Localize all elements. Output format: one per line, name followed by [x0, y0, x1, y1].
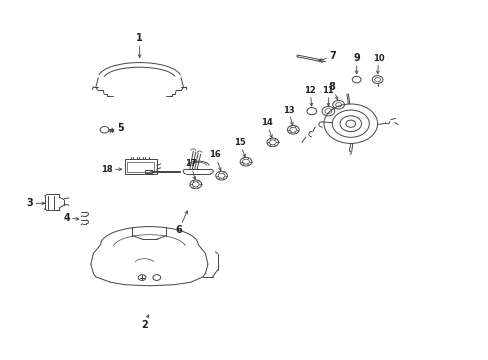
Text: 7: 7	[318, 51, 335, 61]
Text: 8: 8	[328, 82, 337, 100]
Bar	[144, 170, 152, 173]
Text: 18: 18	[101, 165, 122, 174]
Text: 14: 14	[260, 118, 272, 138]
Text: 11: 11	[322, 86, 334, 106]
Text: 13: 13	[282, 105, 294, 125]
Text: 4: 4	[63, 213, 79, 222]
Text: 2: 2	[141, 315, 148, 330]
Text: 12: 12	[304, 86, 316, 106]
Text: 9: 9	[352, 53, 359, 74]
Text: 17: 17	[184, 159, 196, 180]
Text: 1: 1	[136, 33, 143, 58]
Text: 6: 6	[175, 211, 187, 235]
Text: 16: 16	[209, 150, 221, 171]
Bar	[125, 159, 157, 174]
Bar	[127, 162, 154, 172]
Text: 10: 10	[372, 54, 384, 74]
Text: 15: 15	[233, 138, 245, 157]
Text: 5: 5	[110, 123, 123, 133]
Text: 3: 3	[26, 198, 44, 208]
